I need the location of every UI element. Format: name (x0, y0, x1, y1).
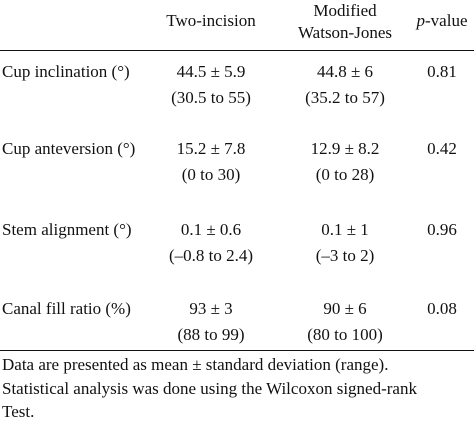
cell-two-incision-mean: 93 ± 3 (189, 299, 233, 318)
row-label-stem-alignment: Stem alignment (°) (2, 220, 132, 239)
cell-two-incision-range: (30.5 to 55) (171, 88, 251, 107)
header-p-value: p-value (417, 12, 468, 29)
row-label-cup-inclination: Cup inclination (°) (2, 62, 130, 81)
cell-two-incision-mean: 15.2 ± 7.8 (176, 139, 246, 158)
cell-watson-jones-mean: 44.8 ± 6 (316, 62, 374, 81)
footnote-line: Data are presented as mean ± standard de… (2, 355, 389, 374)
header-two-incision: Two-incision (166, 11, 256, 30)
cell-watson-jones-range: (35.2 to 57) (305, 88, 385, 107)
header-p-italic: p (416, 11, 426, 30)
cell-p-value: 0.08 (427, 299, 457, 318)
header-p-suffix: -value (425, 11, 468, 30)
header-watson-jones: Watson-Jones (297, 23, 393, 42)
cell-p-value: 0.42 (427, 139, 457, 158)
cell-two-incision-range: (88 to 99) (177, 325, 245, 344)
footnote-line: Statistical analysis was done using the … (2, 379, 417, 398)
cell-watson-jones-range: (0 to 28) (315, 165, 375, 184)
cell-watson-jones-mean: 90 ± 6 (323, 299, 367, 318)
cell-two-incision-range: (0 to 30) (181, 165, 241, 184)
cell-two-incision-mean: 44.5 ± 5.9 (176, 62, 246, 81)
cell-watson-jones-mean: 0.1 ± 1 (321, 220, 369, 239)
cell-watson-jones-range: (80 to 100) (307, 325, 383, 344)
row-label-canal-fill-ratio: Canal fill ratio (%) (2, 299, 131, 318)
cell-watson-jones-range: (–3 to 2) (315, 246, 375, 265)
cell-two-incision-range: (–0.8 to 2.4) (168, 246, 254, 265)
footer-rule (0, 350, 474, 351)
cell-p-value: 0.81 (427, 62, 457, 81)
cell-two-incision-mean: 0.1 ± 0.6 (180, 220, 242, 239)
footnote-line: Test. (2, 402, 35, 421)
header-modified: Modified (313, 1, 377, 20)
header-rule (0, 50, 474, 51)
cell-p-value: 0.96 (427, 220, 457, 239)
row-label-cup-anteversion: Cup anteversion (°) (2, 139, 136, 158)
cell-watson-jones-mean: 12.9 ± 8.2 (310, 139, 380, 158)
